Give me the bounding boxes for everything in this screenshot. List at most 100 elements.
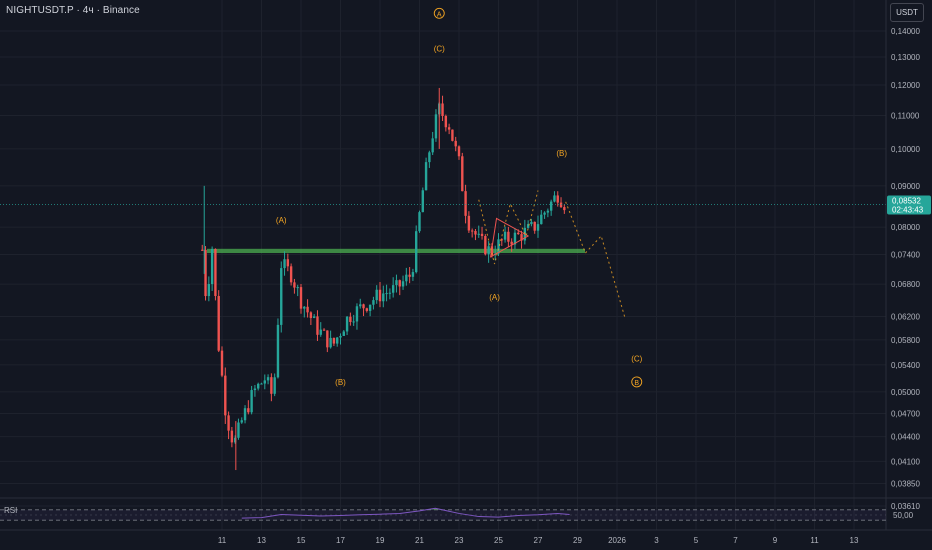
candle-body: [464, 191, 467, 216]
candle-body: [336, 337, 339, 344]
candle-body: [520, 234, 523, 241]
candle-body: [543, 212, 546, 215]
x-tick-label: 17: [336, 536, 345, 545]
y-tick-label: 0,07400: [891, 250, 920, 259]
x-tick-label: 13: [257, 536, 266, 545]
candle-body: [276, 324, 280, 378]
candle-body: [431, 138, 434, 153]
x-tick-label: 3: [654, 536, 659, 545]
y-tick-label: 0,09000: [891, 182, 920, 191]
y-tick-label: 0,11000: [891, 112, 920, 121]
y-tick-label: 0,06200: [891, 312, 920, 321]
wave-label: (B): [556, 149, 567, 158]
candle-body: [296, 287, 299, 289]
candle-body: [480, 233, 484, 237]
candle-body: [500, 239, 503, 241]
candle-body: [342, 331, 345, 336]
candle-body: [359, 304, 362, 307]
candle-body: [451, 129, 454, 141]
candle-body: [467, 215, 471, 231]
candle-body: [309, 312, 313, 318]
wave-label-circle: [631, 376, 643, 388]
candle-body: [339, 335, 342, 338]
candle-body: [201, 249, 204, 251]
candle-body: [395, 280, 398, 286]
wave-label: (C): [631, 355, 642, 364]
candle-body: [434, 114, 438, 139]
wave-label: (B): [335, 378, 346, 387]
candle-body: [503, 231, 507, 240]
candle-body: [444, 115, 448, 128]
candle-body: [484, 236, 487, 255]
candle-body: [441, 103, 444, 116]
candle-body: [207, 284, 211, 297]
candle-body: [204, 249, 207, 297]
y-tick-label: 0,05800: [891, 336, 920, 345]
candle-body: [257, 383, 260, 389]
candle-body: [556, 195, 559, 203]
triangle-pattern: [489, 217, 530, 258]
price-axis: [886, 0, 932, 530]
candle-body: [250, 390, 253, 413]
candle-body: [303, 306, 306, 309]
currency-selector[interactable]: USDT: [890, 3, 924, 22]
candle-body: [362, 304, 365, 309]
y-tick-label: 0,12000: [891, 81, 920, 90]
candle-body: [530, 221, 533, 225]
candle-body: [477, 233, 480, 235]
y-tick-label: 0,13000: [891, 53, 920, 62]
candles: [201, 95, 566, 448]
candle-body: [289, 266, 293, 283]
candle-body: [533, 221, 536, 231]
candle-body: [408, 274, 411, 277]
candle-body: [553, 195, 556, 202]
x-tick-label: 23: [455, 536, 464, 545]
symbol-title[interactable]: NIGHTUSDT.P · 4ч · Binance: [6, 5, 140, 16]
candle-body: [283, 259, 286, 269]
candle-body: [428, 152, 431, 163]
x-tick-label: 9: [773, 536, 778, 545]
candle-body: [266, 377, 270, 381]
candle-body: [237, 422, 240, 438]
candle-body: [549, 201, 553, 211]
x-tick-label: 29: [573, 536, 582, 545]
y-tick-label: 0,10000: [891, 145, 920, 154]
rsi-band: [0, 509, 886, 521]
candle-body: [540, 214, 543, 225]
support-zone: [207, 248, 585, 254]
candle-body: [415, 231, 418, 273]
candle-body: [210, 248, 214, 285]
candle-body: [214, 248, 217, 297]
candle-body: [345, 316, 349, 332]
x-tick-label: 15: [297, 536, 306, 545]
x-tick-label: 27: [534, 536, 543, 545]
candle-body: [253, 388, 257, 391]
candle-body: [375, 289, 378, 301]
y-tick-label: 0,05400: [891, 361, 920, 370]
candle-body: [401, 281, 405, 287]
candle-body: [474, 230, 477, 235]
candle-body: [270, 377, 273, 394]
x-tick-label: 13: [850, 536, 859, 545]
candle-body: [424, 162, 428, 191]
candle-body: [220, 350, 224, 376]
rsi-label: RSI: [4, 506, 18, 515]
candle-body: [365, 308, 369, 311]
candle-body: [273, 377, 276, 394]
candle-body: [457, 146, 461, 157]
x-tick-label: 5: [694, 536, 699, 545]
x-tick-label: 25: [494, 536, 503, 545]
candle-body: [306, 306, 309, 313]
candle-body: [372, 300, 375, 305]
y-tick-label: 0,05000: [891, 388, 920, 397]
x-tick-label: 7: [733, 536, 738, 545]
candle-body: [247, 408, 250, 413]
wave-projection-future: [565, 201, 626, 318]
candle-body: [230, 430, 234, 443]
candle-body: [454, 140, 457, 147]
candle-body: [487, 246, 490, 255]
candle-body: [280, 268, 283, 325]
candle-body: [382, 293, 385, 302]
wave-label: A: [437, 11, 442, 18]
